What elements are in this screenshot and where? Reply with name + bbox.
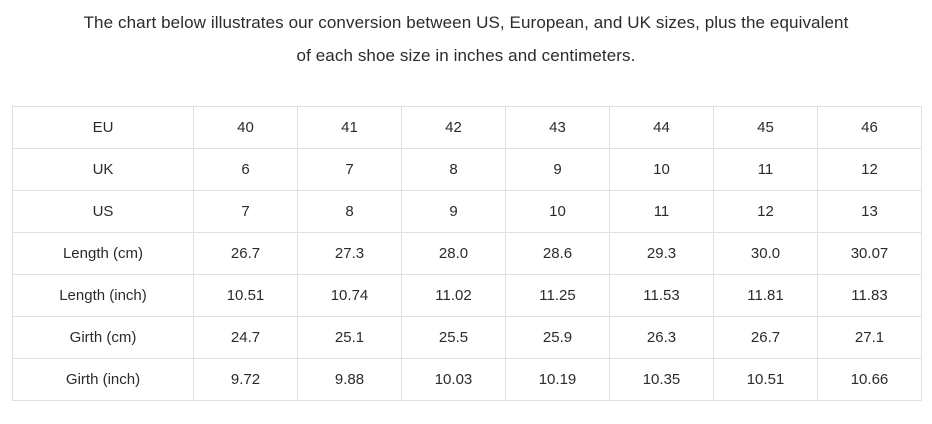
row-label-cell: EU: [12, 106, 194, 149]
table-cell: 11.25: [505, 274, 610, 317]
table-cell: 9.88: [297, 358, 402, 401]
table-cell: 30.07: [817, 232, 922, 275]
table-cell: 28.6: [505, 232, 610, 275]
table-cell: 9: [505, 148, 610, 191]
table-cell: 44: [609, 106, 714, 149]
table-cell: 7: [297, 148, 402, 191]
table-cell: 27.1: [817, 316, 922, 359]
table-cell: 11: [713, 148, 818, 191]
row-label-cell: Length (cm): [12, 232, 194, 275]
table-cell: 8: [401, 148, 506, 191]
table-cell: 11.81: [713, 274, 818, 317]
table-row-us: US 7 8 9 10 11 12 13: [12, 190, 922, 233]
table-cell: 28.0: [401, 232, 506, 275]
table-cell: 10.51: [193, 274, 298, 317]
table-cell: 10.51: [713, 358, 818, 401]
row-label-cell: UK: [12, 148, 194, 191]
table-row-length-inch: Length (inch) 10.51 10.74 11.02 11.25 11…: [12, 274, 922, 317]
table-cell: 11: [609, 190, 714, 233]
table-row-length-cm: Length (cm) 26.7 27.3 28.0 28.6 29.3 30.…: [12, 232, 922, 275]
row-label-cell: Length (inch): [12, 274, 194, 317]
table-cell: 27.3: [297, 232, 402, 275]
table-cell: 24.7: [193, 316, 298, 359]
table-cell: 9: [401, 190, 506, 233]
table-cell: 8: [297, 190, 402, 233]
table-cell: 41: [297, 106, 402, 149]
table-row-girth-inch: Girth (inch) 9.72 9.88 10.03 10.19 10.35…: [12, 358, 922, 401]
table-cell: 11.02: [401, 274, 506, 317]
table-cell: 42: [401, 106, 506, 149]
table-cell: 11.83: [817, 274, 922, 317]
table-cell: 29.3: [609, 232, 714, 275]
row-label-cell: Girth (cm): [12, 316, 194, 359]
table-cell: 10.03: [401, 358, 506, 401]
size-conversion-table: EU 40 41 42 43 44 45 46 UK 6 7 8 9 10 11…: [12, 106, 922, 401]
table-cell: 10.19: [505, 358, 610, 401]
table-cell: 26.3: [609, 316, 714, 359]
table-cell: 25.1: [297, 316, 402, 359]
table-cell: 13: [817, 190, 922, 233]
page-title-line-2: of each shoe size in inches and centimet…: [296, 46, 636, 65]
table-cell: 45: [713, 106, 818, 149]
table-cell: 12: [817, 148, 922, 191]
table-row-eu: EU 40 41 42 43 44 45 46: [12, 106, 922, 149]
table-cell: 9.72: [193, 358, 298, 401]
row-label-cell: Girth (inch): [12, 358, 194, 401]
table-cell: 25.5: [401, 316, 506, 359]
table-cell: 11.53: [609, 274, 714, 317]
page-title: The chart below illustrates our conversi…: [0, 0, 932, 72]
table-cell: 10.74: [297, 274, 402, 317]
table-cell: 26.7: [713, 316, 818, 359]
table-cell: 10: [505, 190, 610, 233]
table-cell: 6: [193, 148, 298, 191]
table-row-girth-cm: Girth (cm) 24.7 25.1 25.5 25.9 26.3 26.7…: [12, 316, 922, 359]
table-cell: 25.9: [505, 316, 610, 359]
row-label-cell: US: [12, 190, 194, 233]
table-cell: 12: [713, 190, 818, 233]
table-cell: 10: [609, 148, 714, 191]
table-cell: 30.0: [713, 232, 818, 275]
table-cell: 26.7: [193, 232, 298, 275]
table-cell: 10.66: [817, 358, 922, 401]
table-cell: 43: [505, 106, 610, 149]
page-title-line-1: The chart below illustrates our conversi…: [83, 13, 849, 32]
table-cell: 7: [193, 190, 298, 233]
table-cell: 40: [193, 106, 298, 149]
table-cell: 46: [817, 106, 922, 149]
table-cell: 10.35: [609, 358, 714, 401]
table-row-uk: UK 6 7 8 9 10 11 12: [12, 148, 922, 191]
